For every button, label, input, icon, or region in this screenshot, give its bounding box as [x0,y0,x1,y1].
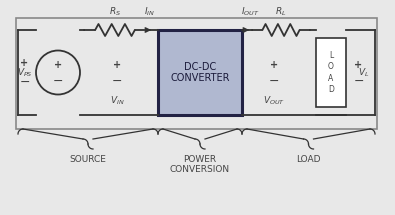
Text: +: + [270,60,278,69]
Text: $R_S$: $R_S$ [109,6,121,18]
Text: DC-DC
CONVERTER: DC-DC CONVERTER [170,62,230,83]
Text: −: − [354,75,365,88]
Bar [16,18,377,129]
Text: $V_{OUT}$: $V_{OUT}$ [263,95,285,107]
Text: $I_{OUT}$: $I_{OUT}$ [241,6,259,18]
Text: L
O
A
D: L O A D [328,51,334,94]
Text: −: − [53,75,63,88]
Text: +: + [354,60,362,69]
Text: $V_{PS}$: $V_{PS}$ [17,66,33,79]
Text: −: − [269,75,279,88]
Text: $I_{IN}$: $I_{IN}$ [145,6,156,18]
Text: +: + [54,60,62,69]
Text: +: + [113,60,121,69]
Text: $R_L$: $R_L$ [275,6,287,18]
Text: −: − [20,76,30,89]
Text: +: + [20,57,28,68]
Text: $V_{IN}$: $V_{IN}$ [110,95,124,107]
Bar [316,38,346,107]
Bar [158,30,242,115]
Text: $V_L$: $V_L$ [358,66,369,79]
Text: POWER
CONVERSION: POWER CONVERSION [170,155,230,174]
Text: LOAD: LOAD [296,155,321,164]
Text: −: − [112,75,122,88]
Text: SOURCE: SOURCE [70,155,106,164]
